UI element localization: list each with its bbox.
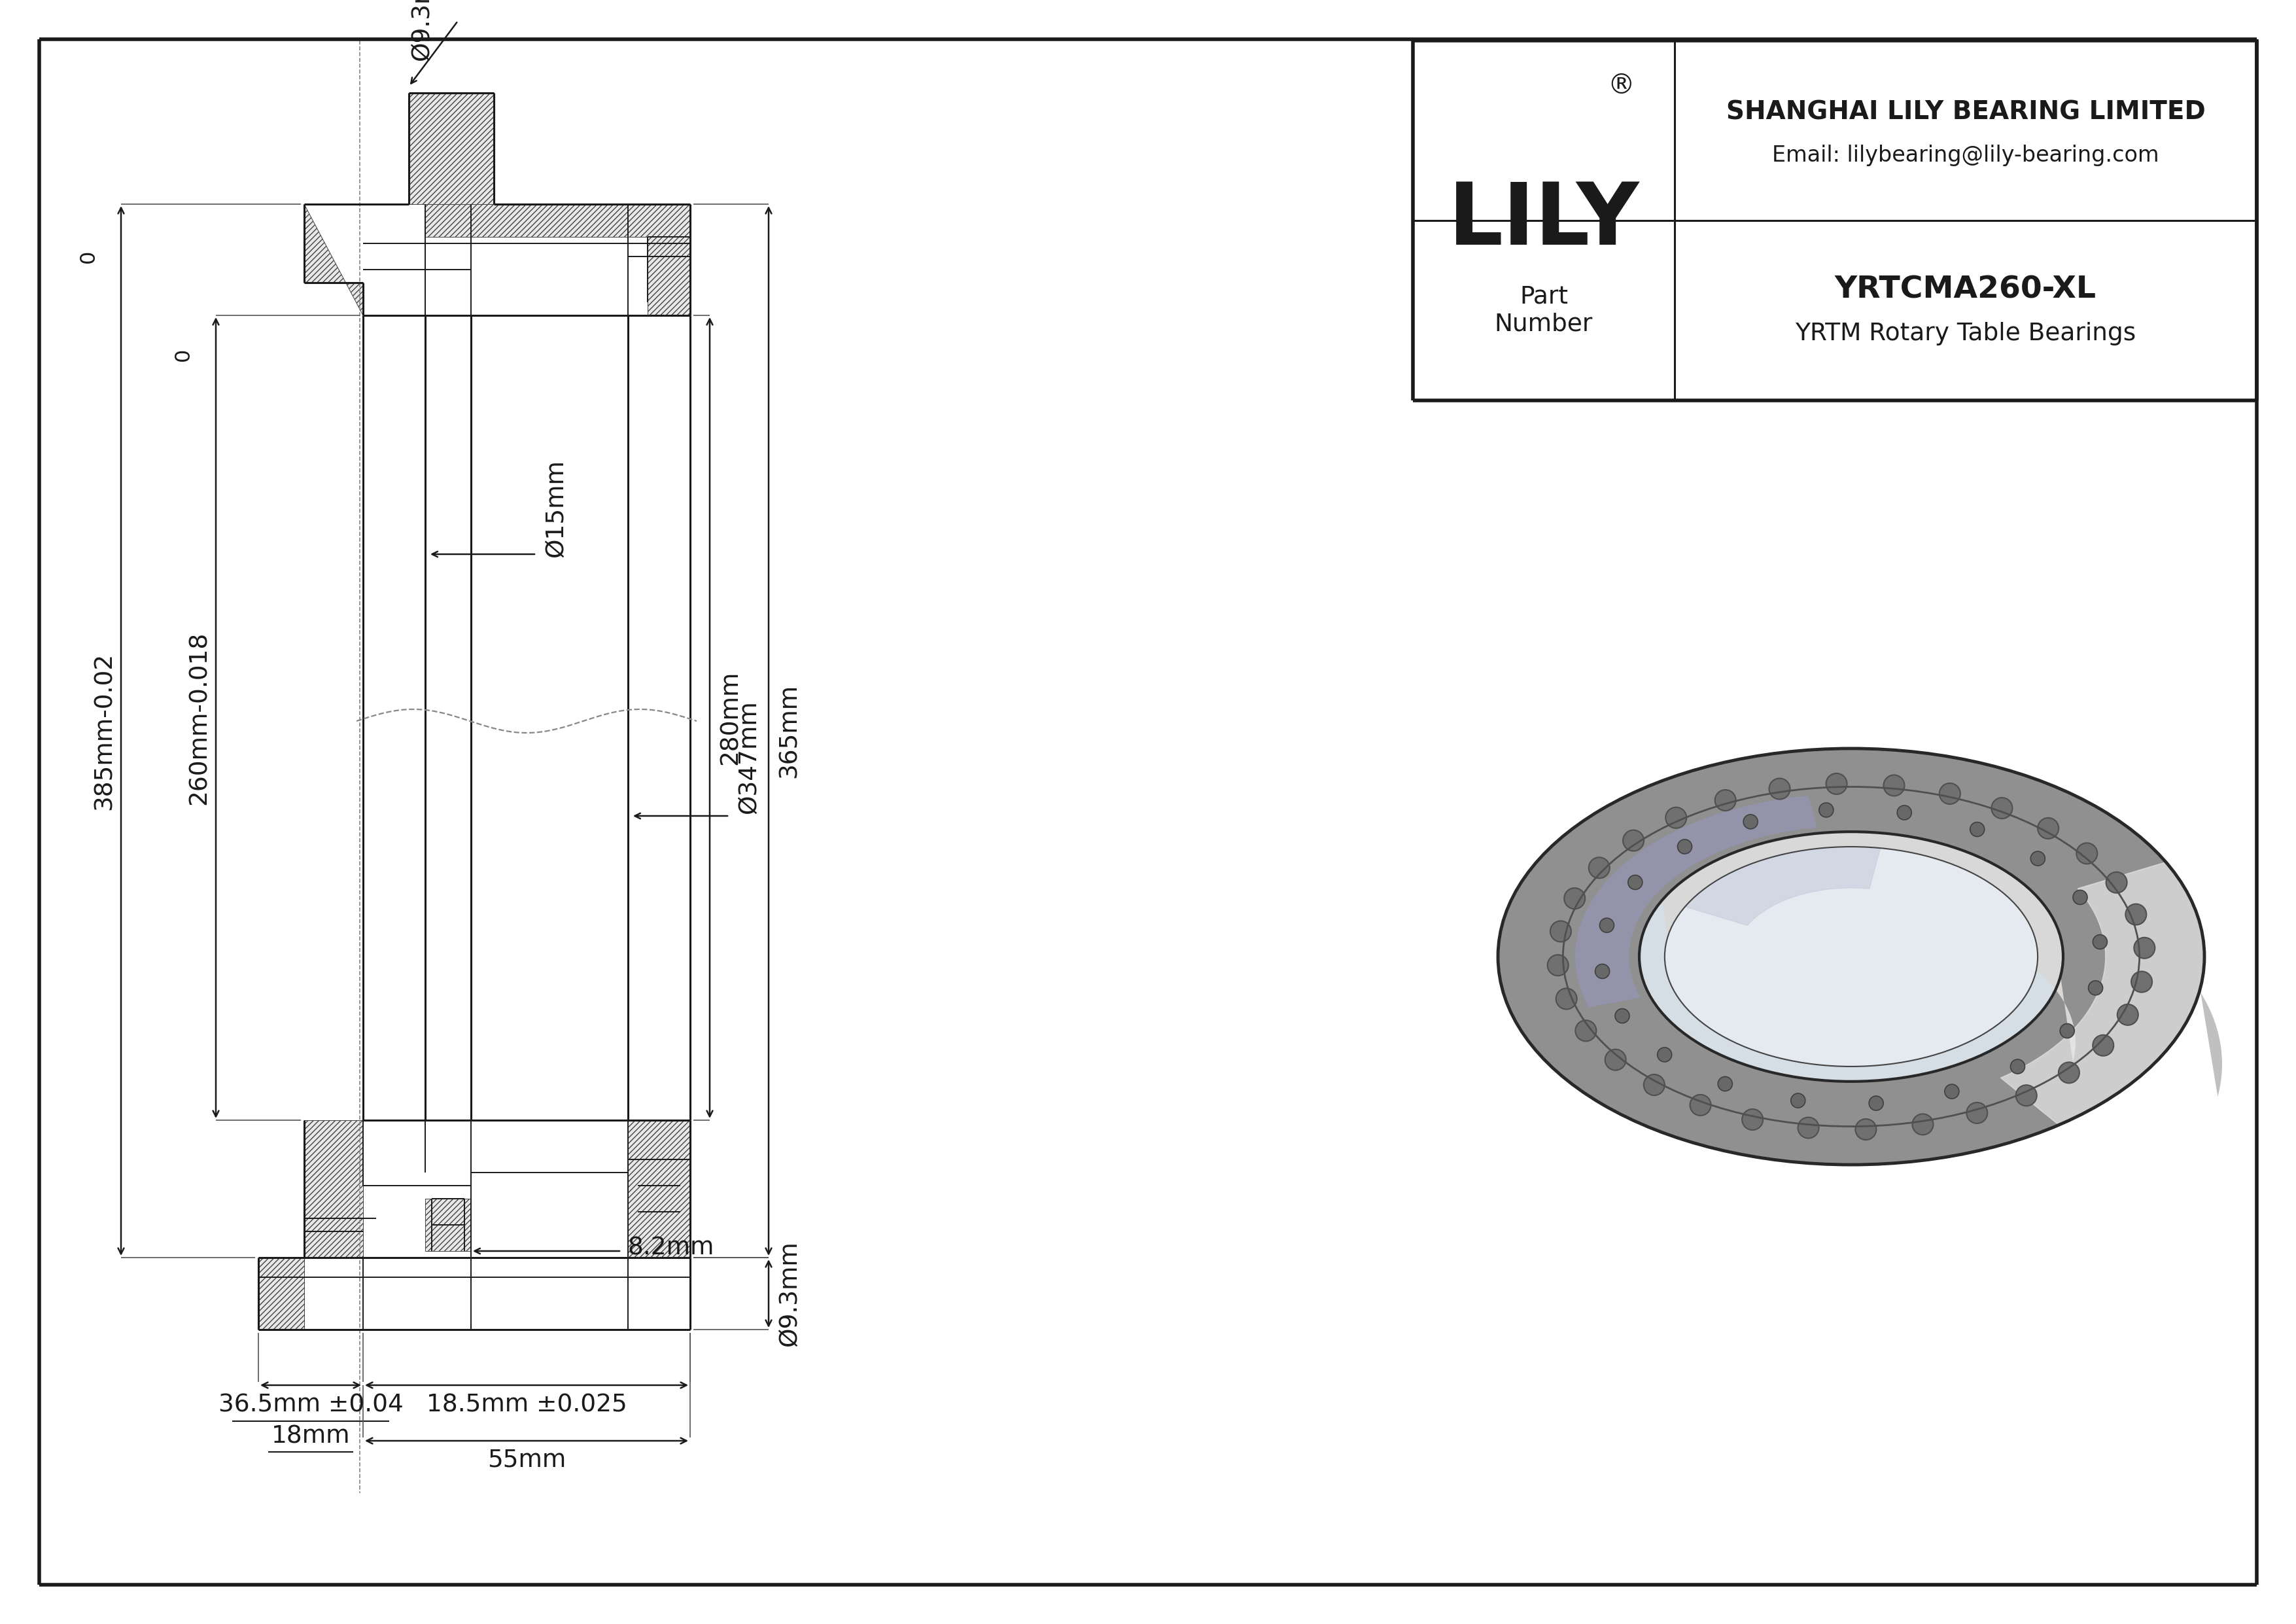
Circle shape [2094,935,2108,948]
Circle shape [1791,1093,1805,1108]
Circle shape [2011,1059,2025,1073]
Circle shape [2126,905,2147,926]
Circle shape [1825,773,1846,794]
Polygon shape [1497,749,2204,1164]
Text: SHANGHAI LILY BEARING LIMITED: SHANGHAI LILY BEARING LIMITED [1727,99,2206,125]
Text: YRTCMA260-XL: YRTCMA260-XL [1835,274,2096,304]
Polygon shape [259,1257,303,1330]
Text: 0: 0 [78,250,99,263]
Circle shape [1614,1009,1630,1023]
Circle shape [1818,802,1835,817]
Text: 365mm: 365mm [778,684,801,778]
Polygon shape [1639,831,2064,1082]
Circle shape [1644,1075,1665,1095]
Text: Email: lilybearing@lily-bearing.com: Email: lilybearing@lily-bearing.com [1773,145,2158,166]
Circle shape [1628,875,1642,890]
Text: 385mm-0.02: 385mm-0.02 [92,651,117,810]
Circle shape [1798,1117,1818,1138]
Circle shape [2089,981,2103,996]
Circle shape [1600,918,1614,932]
Circle shape [1945,1085,1958,1099]
Polygon shape [1685,846,1880,926]
Text: 0: 0 [172,348,193,361]
Text: Ø9.3mm: Ø9.3mm [778,1241,801,1346]
Circle shape [1575,1020,1596,1041]
Text: 18.5mm ±0.025: 18.5mm ±0.025 [427,1393,627,1416]
Circle shape [1605,1049,1626,1070]
Circle shape [2117,1004,2138,1025]
Circle shape [1589,857,1609,879]
Circle shape [1991,797,2011,818]
Circle shape [2073,890,2087,905]
Circle shape [2076,843,2096,864]
Text: Part
Number: Part Number [1495,286,1593,336]
Circle shape [1869,1096,1883,1111]
Text: Ø9.3mm: Ø9.3mm [411,0,434,60]
Circle shape [1665,807,1688,828]
Circle shape [1855,1119,1876,1140]
Circle shape [1678,840,1692,854]
Circle shape [2133,937,2156,958]
Text: 36.5mm ±0.04: 36.5mm ±0.04 [218,1393,404,1416]
Polygon shape [2000,862,2204,1125]
Circle shape [1717,1077,1731,1091]
Circle shape [2105,872,2126,893]
Text: 8.2mm: 8.2mm [629,1236,714,1260]
Circle shape [1896,806,1913,820]
Circle shape [1965,1103,1988,1124]
Polygon shape [1665,846,2037,1067]
Circle shape [1743,1109,1763,1130]
Circle shape [2131,971,2151,992]
Text: LILY: LILY [1449,179,1639,261]
Text: 260mm-0.018: 260mm-0.018 [188,632,211,804]
Circle shape [1883,775,1903,796]
Circle shape [1564,888,1584,909]
Circle shape [1970,822,1984,836]
Circle shape [2016,1085,2037,1106]
Circle shape [1557,989,1577,1009]
Polygon shape [1497,749,2204,1164]
Circle shape [2030,851,2046,866]
Circle shape [2060,1023,2073,1038]
Circle shape [1743,815,1759,828]
Circle shape [1770,778,1791,799]
Polygon shape [629,1121,691,1257]
Text: Ø347mm: Ø347mm [737,700,760,814]
Circle shape [1596,965,1609,979]
Polygon shape [303,205,363,315]
Polygon shape [303,1121,363,1257]
Circle shape [1715,789,1736,810]
Text: YRTM Rotary Table Bearings: YRTM Rotary Table Bearings [1795,322,2135,346]
Text: Ø15mm: Ø15mm [544,460,567,557]
Text: 18mm: 18mm [271,1424,349,1449]
Circle shape [1940,783,1961,804]
Text: ®: ® [1607,71,1635,99]
Text: 55mm: 55mm [487,1449,565,1473]
Circle shape [2092,1034,2115,1056]
Polygon shape [409,93,494,205]
Circle shape [1548,955,1568,976]
Polygon shape [425,1199,471,1250]
Circle shape [2039,818,2060,838]
Circle shape [1913,1114,1933,1135]
Circle shape [1690,1095,1711,1116]
Polygon shape [1639,831,2064,1082]
Polygon shape [1662,831,2076,1062]
Circle shape [1623,830,1644,851]
Polygon shape [425,205,691,315]
Circle shape [1658,1047,1671,1062]
Text: 280mm: 280mm [719,671,742,765]
Circle shape [1550,921,1570,942]
Circle shape [2060,1062,2080,1083]
Polygon shape [1536,749,2223,1096]
Polygon shape [1575,796,1816,1007]
